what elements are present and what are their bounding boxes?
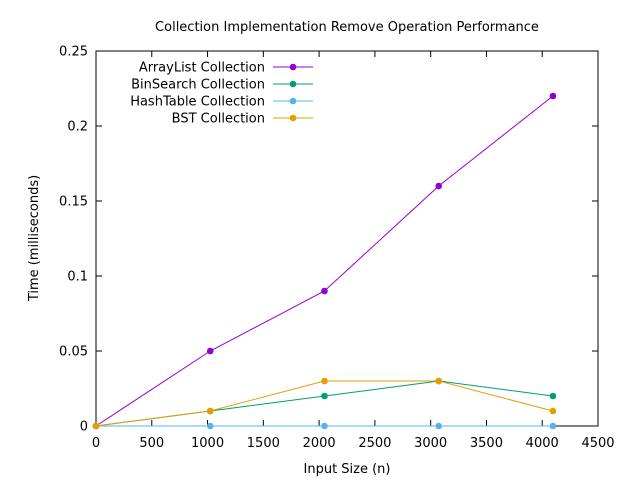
x-tick-label: 0 bbox=[92, 436, 100, 451]
legend-marker bbox=[289, 80, 297, 88]
data-point bbox=[321, 377, 328, 385]
legend-marker bbox=[289, 63, 297, 71]
x-tick-label: 2500 bbox=[358, 436, 391, 451]
y-tick-label: 0.1 bbox=[67, 270, 88, 285]
x-axis: 0 500 1000 1500 2000 2500 3000 3500 4000 4500 bbox=[92, 51, 615, 451]
data-point bbox=[435, 377, 442, 385]
data-point bbox=[549, 92, 557, 100]
x-tick-label: 3000 bbox=[414, 436, 447, 451]
x-tick-label: 500 bbox=[139, 436, 164, 451]
legend-item: BST Collection bbox=[172, 112, 313, 127]
y-tick-label: 0.05 bbox=[59, 345, 88, 360]
data-point bbox=[92, 422, 100, 430]
series-line bbox=[95, 380, 554, 427]
y-tick-label: 0.15 bbox=[59, 195, 88, 210]
x-tick-label: 4000 bbox=[526, 436, 559, 451]
series-layer bbox=[92, 92, 557, 430]
y-tick-label: 0 bbox=[80, 420, 88, 435]
legend-label: BinSearch Collection bbox=[131, 78, 265, 93]
data-point bbox=[206, 422, 214, 430]
legend-label: HashTable Collection bbox=[130, 95, 265, 110]
x-tick-label: 3500 bbox=[470, 436, 503, 451]
data-point bbox=[206, 347, 214, 355]
data-point bbox=[549, 407, 557, 415]
legend-marker bbox=[289, 97, 297, 105]
x-tick-label: 1500 bbox=[247, 436, 280, 451]
series-line bbox=[95, 380, 553, 427]
data-point bbox=[435, 422, 442, 430]
legend-marker bbox=[289, 114, 297, 122]
x-tick-label: 2000 bbox=[303, 436, 336, 451]
legend-item: BinSearch Collection bbox=[131, 78, 313, 93]
series-3 bbox=[92, 377, 557, 430]
x-tick-label: 4500 bbox=[581, 436, 614, 451]
chart-title: Collection Implementation Remove Operati… bbox=[155, 20, 539, 35]
data-point bbox=[321, 392, 328, 400]
y-axis: 0 0.05 0.1 0.15 0.2 0.25 bbox=[59, 45, 598, 435]
legend: ArrayList Collection BinSearch Collection… bbox=[130, 61, 313, 127]
x-tick-label: 1000 bbox=[191, 436, 224, 451]
legend-item: HashTable Collection bbox=[130, 95, 313, 110]
data-point bbox=[549, 392, 557, 400]
legend-label: ArrayList Collection bbox=[139, 61, 265, 76]
legend-item: ArrayList Collection bbox=[139, 61, 313, 76]
y-axis-label: Time (milliseconds) bbox=[27, 175, 42, 302]
y-tick-label: 0.2 bbox=[67, 120, 88, 135]
y-tick-label: 0.25 bbox=[59, 45, 88, 60]
series-0 bbox=[92, 92, 557, 430]
x-axis-label: Input Size (n) bbox=[304, 462, 391, 477]
data-point bbox=[321, 287, 328, 295]
series-line bbox=[95, 95, 554, 427]
data-point bbox=[549, 422, 557, 430]
data-point bbox=[435, 182, 442, 190]
data-point bbox=[321, 422, 328, 430]
data-point bbox=[206, 407, 214, 415]
legend-label: BST Collection bbox=[172, 112, 265, 127]
